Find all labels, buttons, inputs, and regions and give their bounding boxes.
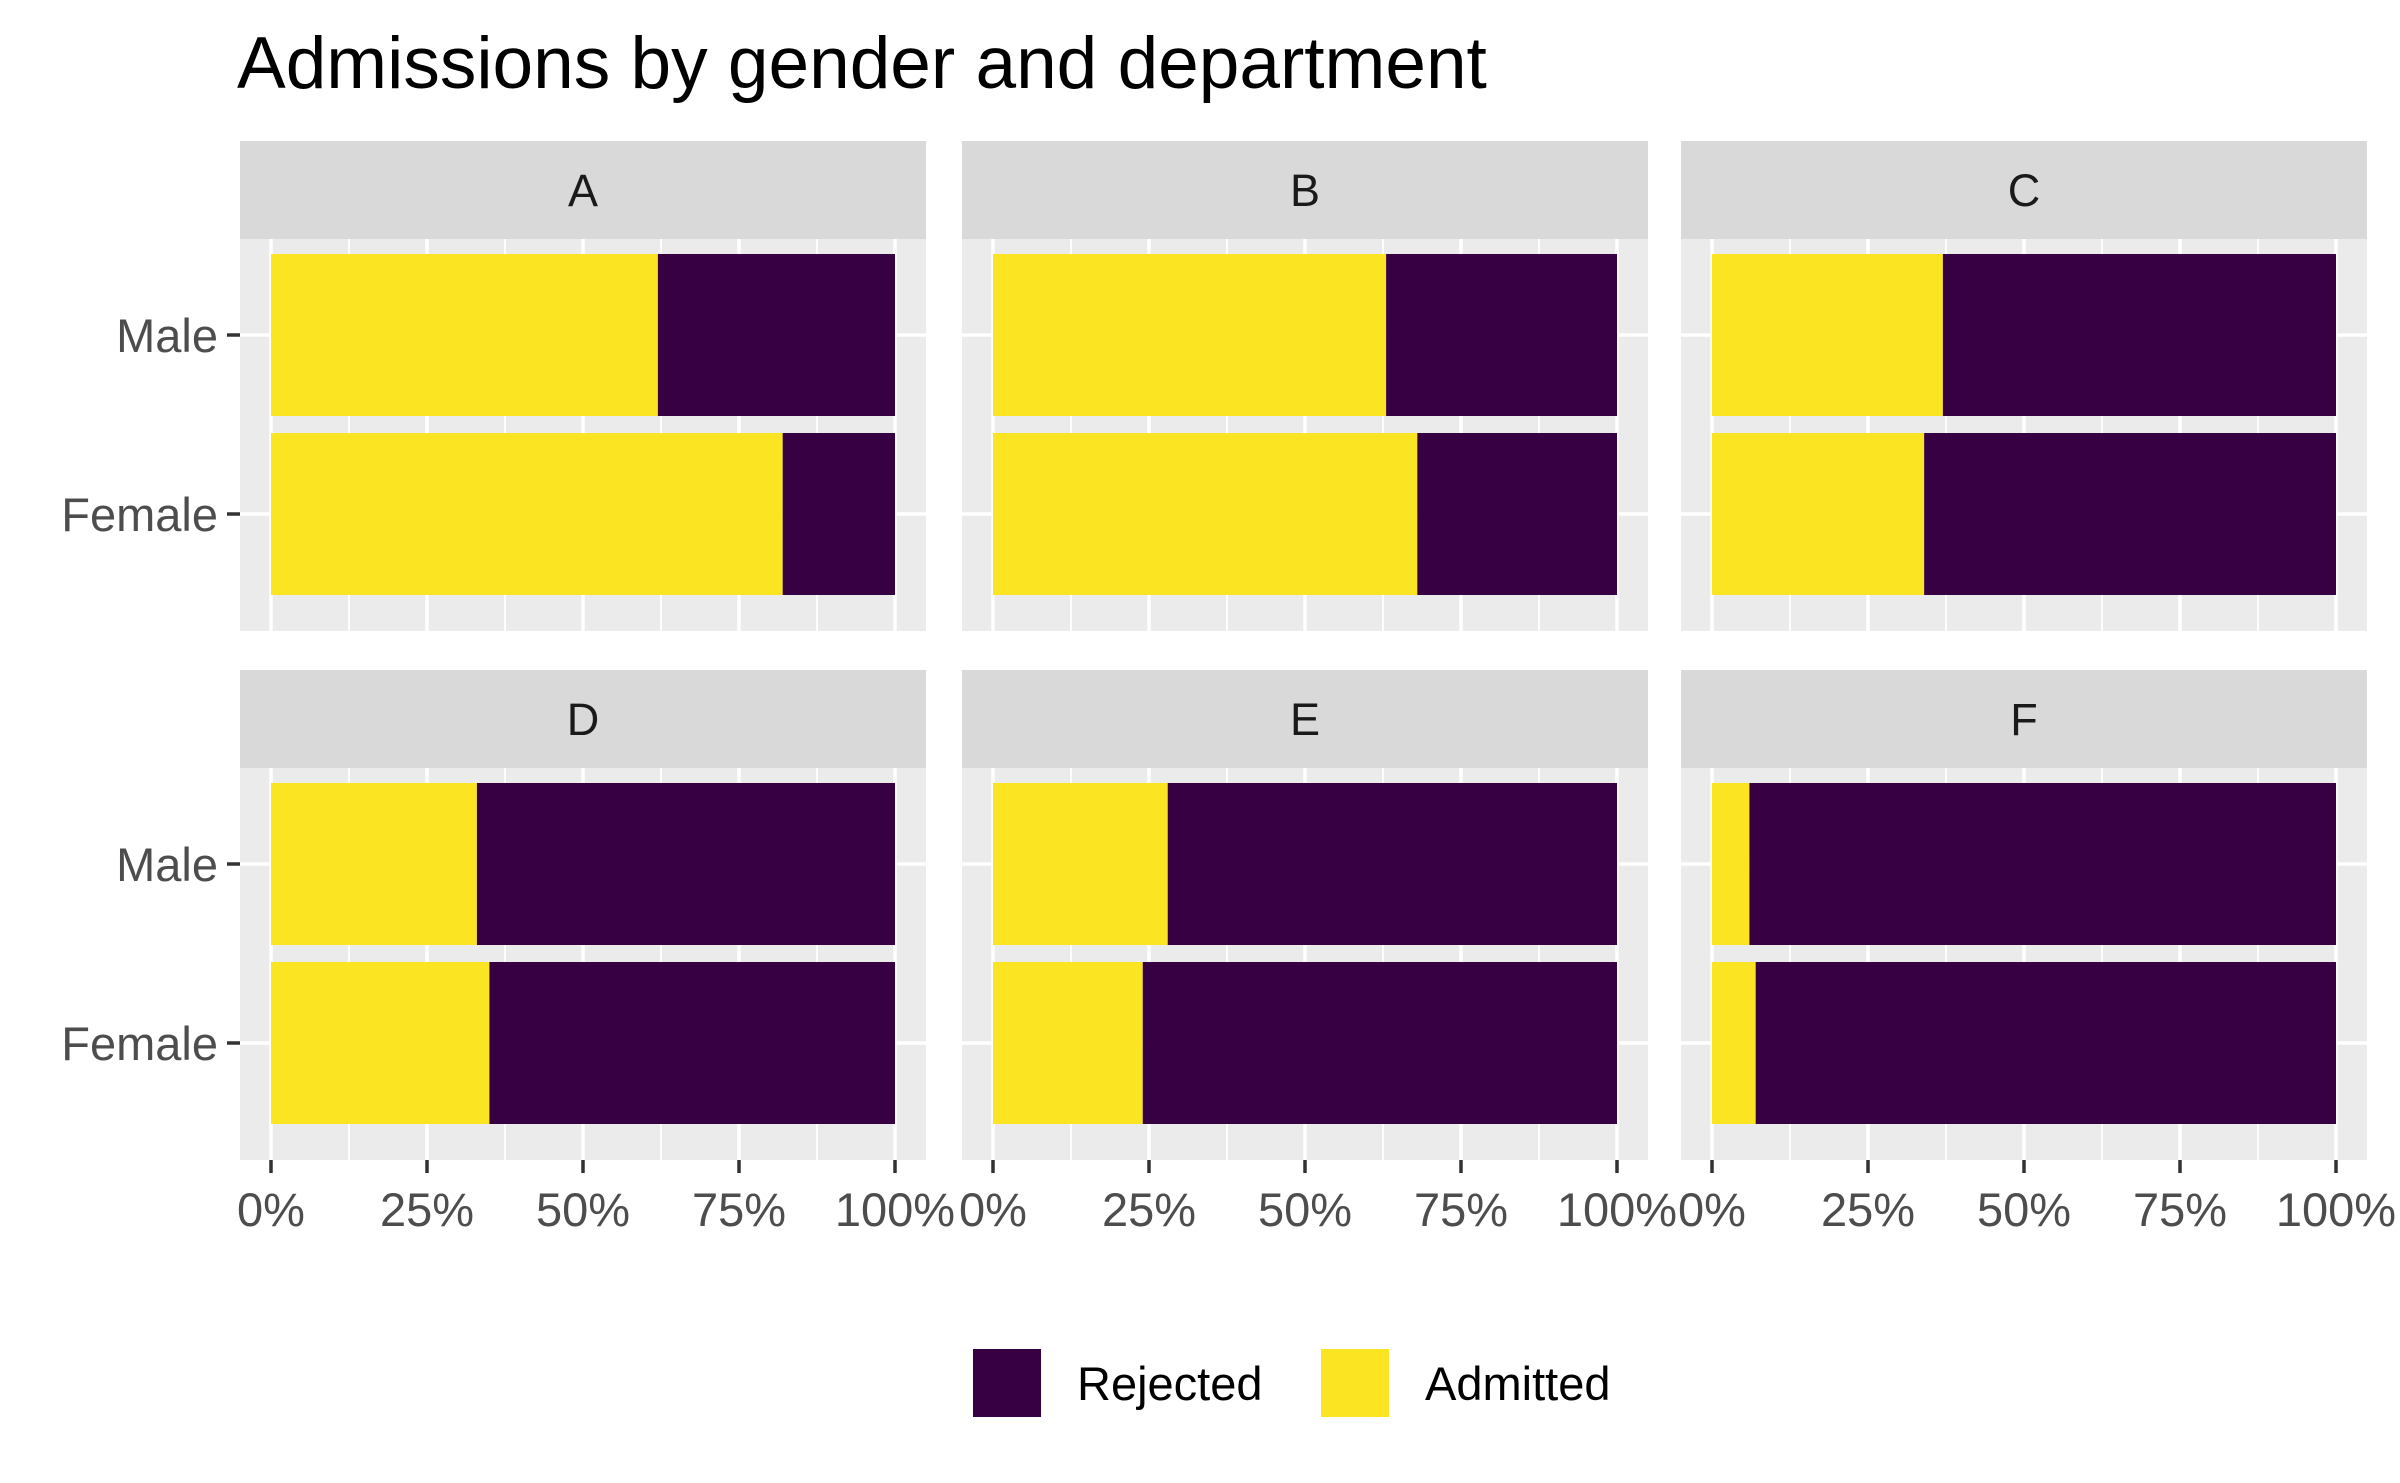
facet-strip-label: F	[2010, 694, 2038, 745]
facet-strip-label: E	[1290, 694, 1320, 745]
bar-admitted-a-female	[271, 433, 783, 595]
x-tick-label: 25%	[1102, 1183, 1196, 1236]
facet-panel-a: A Male Female	[61, 141, 926, 631]
bar-rejected-b-male	[1386, 254, 1617, 416]
x-tick-label: 50%	[1977, 1183, 2071, 1236]
facet-strip	[962, 141, 1648, 239]
y-tick-label: Female	[61, 488, 218, 541]
bar-rejected-b-female	[1417, 433, 1617, 595]
facet-strip-label: C	[2008, 165, 2041, 216]
bar-rejected-f-female	[1755, 962, 2336, 1124]
legend-item-admitted: Admitted	[1319, 1347, 1610, 1419]
bar-admitted-b-male	[993, 254, 1387, 416]
x-tick-label: 25%	[380, 1183, 474, 1236]
y-tick-label: Female	[61, 1017, 218, 1070]
y-tick-label: Male	[116, 309, 218, 362]
legend-swatch	[1319, 1347, 1391, 1419]
x-tick-label: 75%	[2133, 1183, 2227, 1236]
x-tick-label: 75%	[1414, 1183, 1508, 1236]
bar-admitted-f-male	[1712, 783, 1750, 945]
x-tick-label: 0%	[959, 1183, 1027, 1236]
facet-strip	[240, 670, 926, 768]
bar-rejected-d-male	[476, 783, 895, 945]
x-tick-label: 100%	[835, 1183, 955, 1236]
bar-admitted-c-female	[1712, 433, 1925, 595]
bar-rejected-e-female	[1142, 962, 1617, 1124]
legend-item-rejected: Rejected	[971, 1347, 1263, 1419]
facet-strip	[1681, 141, 2367, 239]
x-tick-label: 50%	[1258, 1183, 1352, 1236]
legend: Rejected Admitted	[971, 1347, 1610, 1419]
chart-title: Admissions by gender and department	[237, 23, 1487, 104]
facet-strip	[240, 141, 926, 239]
bar-admitted-d-female	[271, 962, 490, 1124]
bar-rejected-a-male	[657, 254, 895, 416]
x-tick-label: 0%	[237, 1183, 305, 1236]
facet-strip-label: A	[568, 165, 598, 216]
x-tick-label: 100%	[1557, 1183, 1677, 1236]
bar-admitted-f-female	[1712, 962, 1756, 1124]
bar-rejected-c-female	[1924, 433, 2336, 595]
facet-panel-f: F 0% 25% 50% 75% 100%	[1678, 670, 2396, 1236]
bar-admitted-c-male	[1712, 254, 1943, 416]
bar-rejected-a-female	[782, 433, 895, 595]
bar-admitted-d-male	[271, 783, 477, 945]
x-tick-label: 75%	[692, 1183, 786, 1236]
bar-rejected-f-male	[1749, 783, 2336, 945]
facet-panel-c: C	[1681, 141, 2367, 631]
bar-rejected-c-male	[1942, 254, 2336, 416]
bar-admitted-e-female	[993, 962, 1143, 1124]
bar-admitted-b-female	[993, 433, 1418, 595]
facet-panel-b: B	[962, 141, 1648, 631]
x-tick-label: 25%	[1821, 1183, 1915, 1236]
facet-strip	[962, 670, 1648, 768]
bar-rejected-d-female	[489, 962, 895, 1124]
bar-admitted-a-male	[271, 254, 658, 416]
y-tick-label: Male	[116, 838, 218, 891]
bar-rejected-e-male	[1167, 783, 1617, 945]
facet-panel-e: E 0% 25% 50% 75% 100%	[959, 670, 1677, 1236]
legend-label: Admitted	[1425, 1357, 1610, 1410]
facet-panel-d: D Male Female 0% 25% 50% 75% 100%	[61, 670, 955, 1236]
facet-strip-label: B	[1290, 165, 1320, 216]
x-tick-label: 100%	[2276, 1183, 2396, 1236]
legend-swatch	[971, 1347, 1043, 1419]
facet-strip	[1681, 670, 2367, 768]
x-tick-label: 0%	[1678, 1183, 1746, 1236]
facet-strip-label: D	[567, 694, 600, 745]
legend-label: Rejected	[1077, 1357, 1263, 1410]
x-tick-label: 50%	[536, 1183, 630, 1236]
bar-admitted-e-male	[993, 783, 1168, 945]
